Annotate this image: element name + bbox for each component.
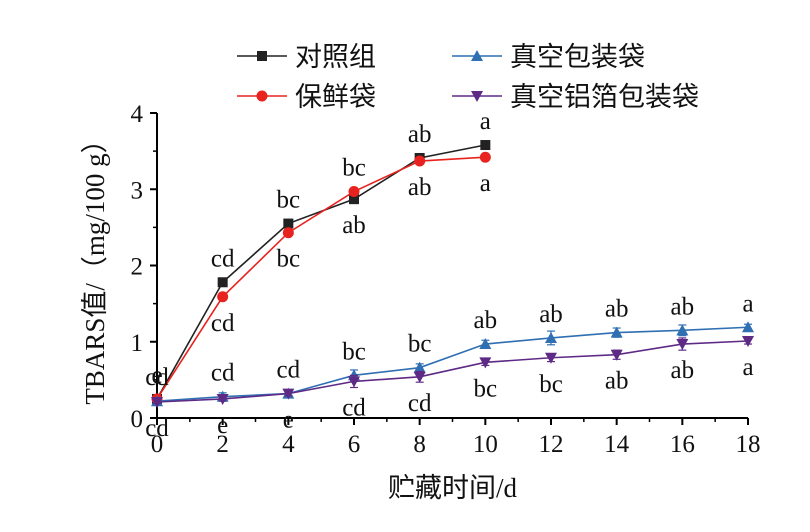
significance-label: ab	[605, 368, 629, 395]
square-marker	[480, 140, 491, 151]
significance-label: bc	[342, 338, 366, 365]
legend-item-2: 真空包装袋	[452, 42, 645, 72]
legend-item-3: 真空铝箔包装袋	[452, 82, 699, 112]
significance-label: cd	[211, 310, 235, 337]
significance-label: ab	[474, 307, 498, 334]
x-tick-label: 14	[604, 431, 630, 458]
significance-label: cd	[408, 390, 432, 417]
x-axis-label: 贮藏时间/d	[388, 473, 518, 503]
triangle-down-marker	[742, 335, 754, 347]
significance-label: ab	[342, 212, 366, 239]
significance-label: bc	[342, 155, 366, 182]
circle-marker	[282, 227, 294, 239]
legend-item-0: 对照组	[237, 42, 376, 72]
legend-label: 真空铝箔包装袋	[510, 82, 699, 112]
significance-label: ab	[539, 301, 563, 328]
series-1: e cd bc bc ab a	[151, 151, 491, 405]
significance-label: bc	[277, 187, 301, 214]
square-marker	[217, 277, 228, 288]
significance-label: cd	[145, 364, 169, 391]
x-tick-label: 8	[413, 431, 426, 458]
x-axis-ticks: 0 2 4 6 8 10 12 14 16 18	[151, 418, 761, 458]
significance-label: bc	[539, 371, 563, 398]
triangle-down-marker	[151, 396, 163, 408]
significance-label: e	[151, 362, 162, 389]
significance-label: a	[480, 170, 491, 197]
series-line	[156, 144, 486, 400]
triangle-down-marker	[610, 349, 623, 361]
circle-marker	[479, 151, 491, 163]
significance-label: cd	[277, 357, 301, 384]
legend-label: 保鲜袋	[295, 82, 376, 112]
y-axis-ticks: 0 1 2 3 4	[131, 101, 157, 433]
y-tick-label: 0	[131, 406, 144, 433]
significance-label: a	[742, 354, 753, 381]
triangle-down-marker	[216, 393, 229, 405]
circle-marker	[256, 90, 268, 102]
triangle-down-marker	[282, 388, 295, 400]
significance-label: e	[151, 362, 162, 389]
triangle-down-marker	[479, 357, 492, 369]
triangle-down-marker	[471, 91, 483, 102]
significance-label: ab	[408, 121, 432, 148]
legend-label: 真空包装袋	[510, 42, 645, 72]
triangle-up-marker	[479, 338, 492, 350]
triangle-down-marker	[413, 371, 426, 383]
x-tick-label: 2	[216, 431, 229, 458]
x-tick-label: 16	[670, 431, 695, 458]
triangle-down-marker	[676, 339, 689, 351]
square-marker	[349, 194, 359, 205]
significance-label: cd	[145, 415, 169, 442]
triangle-up-marker	[413, 361, 426, 373]
significance-label: cd	[211, 245, 235, 272]
y-tick-label: 2	[131, 254, 144, 281]
significance-label: ab	[605, 296, 629, 323]
circle-marker	[217, 291, 229, 303]
significance-label: e	[283, 407, 294, 434]
series-line	[156, 340, 749, 403]
significance-label: cd	[211, 360, 235, 387]
x-tick-label: 12	[539, 431, 564, 458]
triangle-up-marker	[545, 331, 557, 343]
legend-label: 对照组	[295, 42, 376, 72]
significance-label: bc	[277, 246, 301, 273]
square-marker	[257, 51, 267, 61]
significance-label: bc	[408, 331, 432, 358]
significance-label: bc	[474, 375, 498, 402]
significance-label: e	[217, 412, 228, 439]
series-2: cd cd cd bc bc ab ab ab ab a	[145, 290, 754, 407]
triangle-up-marker	[610, 326, 623, 338]
y-tick-label: 3	[131, 177, 144, 204]
significance-label: ab	[671, 293, 695, 320]
significance-label: ab	[408, 174, 432, 201]
significance-label: a	[480, 108, 491, 135]
x-tick-label: 18	[736, 431, 761, 458]
legend-item-1: 保鲜袋	[237, 82, 376, 112]
triangle-down-marker	[545, 352, 557, 364]
square-marker	[283, 218, 294, 229]
significance-label: a	[742, 290, 753, 317]
x-tick-label: 0	[151, 431, 164, 458]
circle-marker	[414, 155, 426, 167]
series-line	[156, 326, 749, 403]
y-axis-label: TBARS值/（mg/100 g）	[80, 126, 110, 404]
triangle-up-marker	[742, 321, 754, 333]
circle-marker	[348, 186, 360, 198]
series-line	[156, 156, 486, 400]
x-tick-label: 6	[348, 431, 361, 458]
triangle-up-marker	[471, 50, 483, 61]
triangle-up-marker	[676, 324, 689, 336]
x-tick-label: 10	[473, 431, 498, 458]
significance-label: ab	[671, 357, 695, 384]
triangle-down-marker	[348, 376, 360, 388]
y-tick-label: 4	[131, 101, 144, 128]
y-tick-label: 1	[131, 330, 144, 357]
significance-label: cd	[342, 394, 366, 421]
x-tick-label: 4	[282, 431, 295, 458]
